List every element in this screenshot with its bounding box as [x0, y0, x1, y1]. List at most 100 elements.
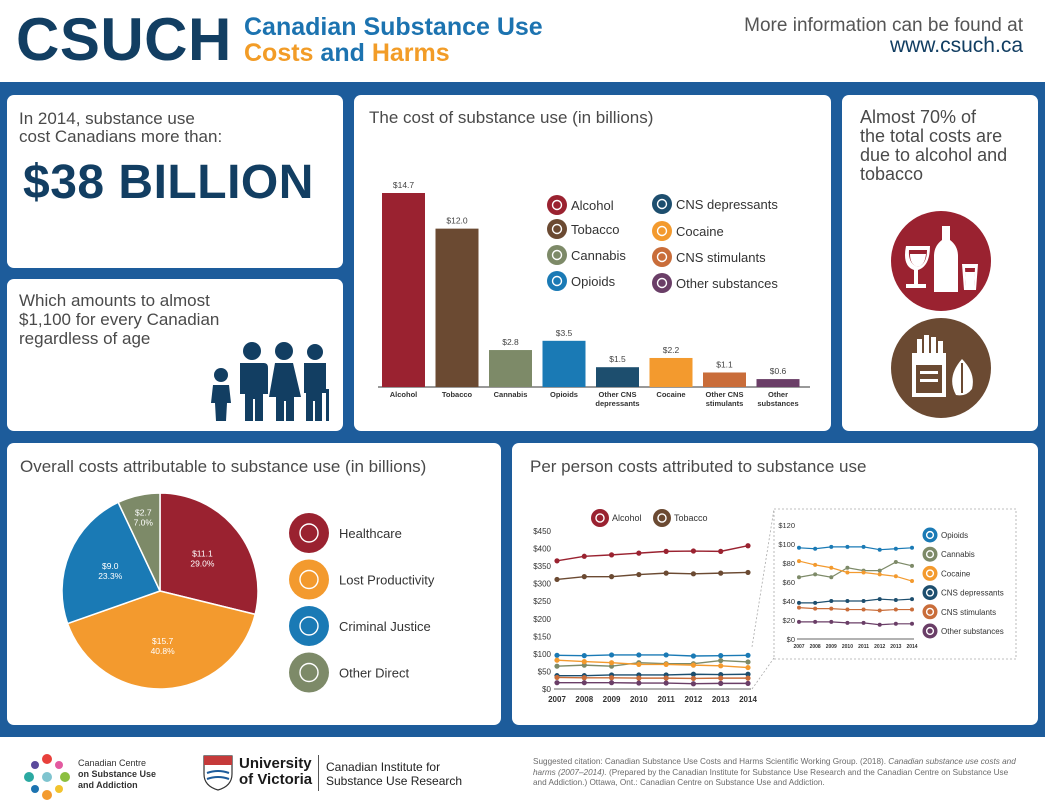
line-point: [745, 671, 751, 677]
share-line1: Almost 70% of: [860, 107, 977, 127]
bar-value-label: $2.2: [663, 345, 680, 355]
inset-xtick-label: 2011: [858, 644, 869, 650]
panel-alcohol-tobacco-share: Almost 70% of the total costs are due to…: [842, 95, 1038, 431]
line-ytick-label: $250: [533, 597, 551, 606]
inset-ytick-label: $0: [787, 635, 795, 644]
footer-divider: [318, 755, 319, 791]
line-point: [581, 680, 587, 686]
inset-point: [893, 546, 898, 551]
cigarette-icon: [653, 509, 671, 527]
bar-7: [756, 379, 800, 387]
bar-2: [489, 350, 532, 387]
line-point: [745, 543, 751, 549]
inset-point: [813, 572, 818, 577]
line-point: [718, 548, 724, 554]
worker-icon: [289, 559, 329, 600]
line-point: [636, 550, 642, 556]
line-point: [663, 548, 669, 554]
citation: Suggested citation: Canadian Substance U…: [533, 757, 1023, 789]
inset-point: [813, 619, 818, 624]
inset-point: [893, 621, 898, 626]
header: CSUCH Canadian Substance Use Costs and H…: [0, 0, 1045, 82]
wine-glass-icon: [547, 195, 567, 215]
inset-ytick-label: $120: [778, 521, 795, 530]
line-chart-title: Per person costs attributed to substance…: [530, 457, 867, 476]
ccsa-line3: and Addiction: [78, 780, 138, 790]
line-xtick-label: 2013: [712, 695, 730, 704]
pie-legend-label: Criminal Justice: [339, 619, 431, 634]
inset-point: [813, 546, 818, 551]
line-point: [608, 680, 615, 686]
header-title-line1: Canadian Substance Use: [244, 13, 543, 41]
line-ytick-label: $300: [533, 580, 551, 589]
inset-point: [829, 599, 834, 603]
line-point: [745, 664, 751, 671]
bar-1: [435, 228, 479, 387]
line-xtick-label: 2011: [657, 695, 675, 704]
line-point: [608, 574, 615, 580]
bar-0: [382, 193, 425, 387]
citation-title: Canadian substance use costs and harms (…: [533, 757, 1016, 777]
inset-legend-icon: [922, 623, 938, 639]
inset-point: [845, 570, 850, 575]
header-title-harms: Harms: [371, 39, 450, 67]
inset-point: [845, 620, 850, 625]
pie-legend-label: Other Direct: [339, 666, 409, 681]
inset-point: [797, 619, 801, 624]
bar-legend-label: Tobacco: [571, 222, 619, 237]
line-ytick-label: $200: [533, 615, 551, 624]
health-hand-icon: [289, 513, 329, 553]
cisur-line1: Canadian Institute for: [326, 760, 441, 774]
inset-legend-icon: [922, 604, 938, 620]
line-point: [690, 662, 697, 668]
inset-legend-label: CNS depressants: [941, 589, 1004, 598]
bar-category-label: Alcohol: [390, 390, 418, 399]
inset-point: [829, 575, 834, 580]
line-legend-label: Tobacco: [674, 513, 708, 523]
inset-xtick-label: 2014: [906, 644, 917, 650]
total-cost-line1: In 2014, substance use: [19, 109, 195, 128]
header-info-url[interactable]: www.csuch.ca: [889, 34, 1023, 57]
line-point: [745, 675, 751, 681]
family-icon: [211, 342, 329, 421]
inset-point: [877, 597, 882, 602]
inset-legend-label: Cannabis: [941, 550, 975, 559]
line-series-0: [556, 545, 749, 562]
inset-point: [861, 607, 866, 612]
header-title: Canadian Substance Use Costs and Harms: [244, 14, 543, 66]
inset-xtick-label: 2007: [793, 644, 804, 650]
pie-slice-1: [66, 590, 257, 690]
inset-ytick-label: $20: [782, 616, 795, 625]
line-point: [663, 570, 669, 576]
panel-total-cost: In 2014, substance use cost Canadians mo…: [7, 95, 343, 268]
inset-point: [861, 620, 866, 625]
line-point: [581, 653, 587, 659]
line-xtick-label: 2012: [685, 695, 703, 704]
bar-6: [703, 372, 746, 387]
bar-3: [542, 340, 586, 387]
inset-point: [893, 574, 898, 579]
inset-legend-icon: [922, 546, 938, 562]
inset-point: [845, 544, 850, 549]
line-ytick-label: $400: [533, 545, 551, 554]
inset-point: [797, 605, 801, 610]
line-point: [608, 652, 615, 658]
bar-category-label: Other CNS: [706, 390, 744, 399]
inset-point: [910, 579, 914, 584]
bar-category-label: Other: [768, 390, 788, 399]
inset-point: [910, 621, 914, 626]
line-ytick-label: $350: [533, 562, 551, 571]
citation-part1: Suggested citation: Canadian Substance U…: [533, 757, 887, 766]
line-point: [554, 652, 560, 658]
inset-ytick-label: $40: [782, 597, 795, 606]
pie-percent-label: 23.3%: [98, 571, 123, 581]
inset-point: [910, 597, 914, 602]
line-xtick-label: 2008: [575, 695, 593, 704]
inset-point: [861, 599, 866, 603]
line-xtick-label: 2009: [603, 695, 621, 704]
line-point: [636, 680, 642, 686]
line-point: [745, 659, 751, 665]
pie-percent-label: 40.8%: [151, 646, 176, 656]
footer: Canadian Centre on Substance Use and Add…: [0, 737, 1045, 805]
inset-legend-label: Other substances: [941, 627, 1004, 636]
